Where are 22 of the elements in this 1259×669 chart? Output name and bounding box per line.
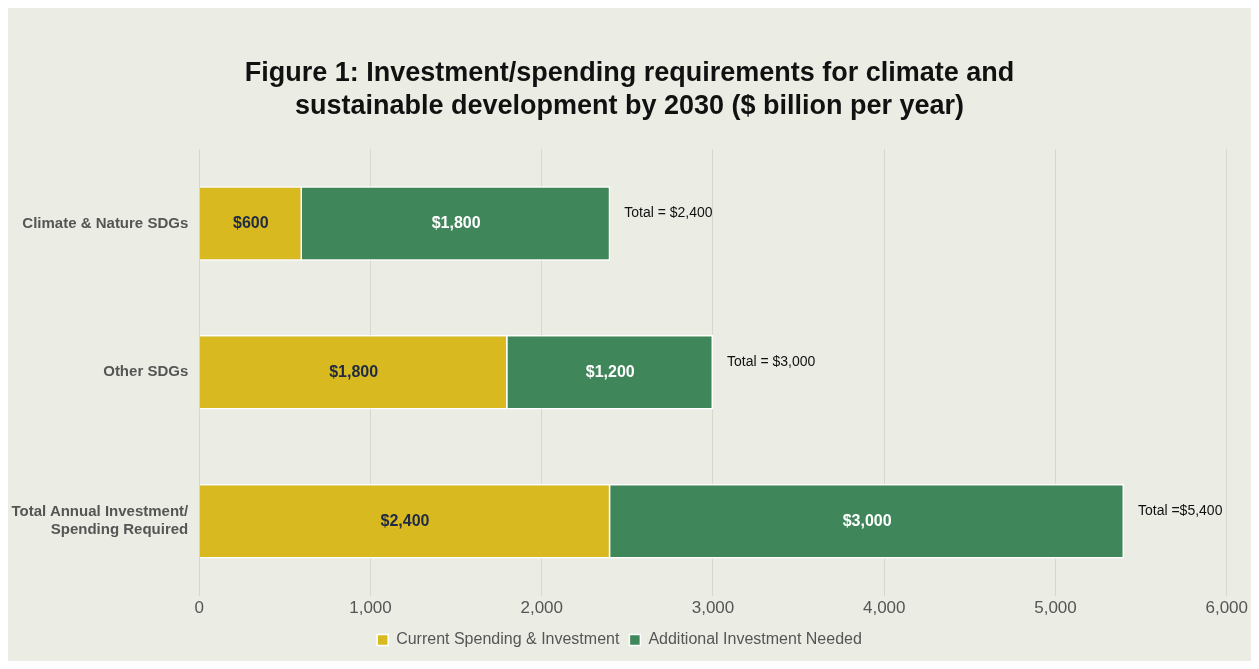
x-tick-label: 4,000 (862, 598, 906, 618)
data-label: $2,400 (380, 511, 430, 529)
y-tick-label: Total Annual Investment/ Spending Required (11, 502, 190, 538)
data-label: $1,200 (585, 362, 635, 380)
legend-label: Additional Investment Needed (648, 630, 862, 648)
total-label: Total = $3,000 (726, 353, 816, 370)
data-label: $1,800 (431, 213, 481, 231)
legend-label: Current Spending & Investment (396, 630, 620, 648)
data-label: $600 (233, 213, 269, 231)
y-tick-label: Other SDGs (103, 362, 189, 380)
x-tick-label: 2,000 (520, 598, 564, 618)
total-label: Total = $2,400 (624, 204, 713, 221)
x-tick-label: 6,000 (1205, 598, 1248, 618)
x-tick-label: 1,000 (349, 598, 392, 618)
x-tick-label: 5,000 (1034, 598, 1077, 618)
y-tick-label: Climate & Nature SDGs (22, 213, 189, 231)
x-tick-label: 0 (194, 598, 204, 618)
data-label: $1,800 (329, 362, 379, 380)
chart-title: Figure 1: Investment/spending requirements for climate and sustainable development by 2030 ($ billion per year) (243, 56, 1016, 122)
total-label: Total =$5,400 (1137, 502, 1223, 519)
data-label: $3,000 (842, 511, 892, 529)
x-tick-label: 3,000 (691, 598, 735, 618)
